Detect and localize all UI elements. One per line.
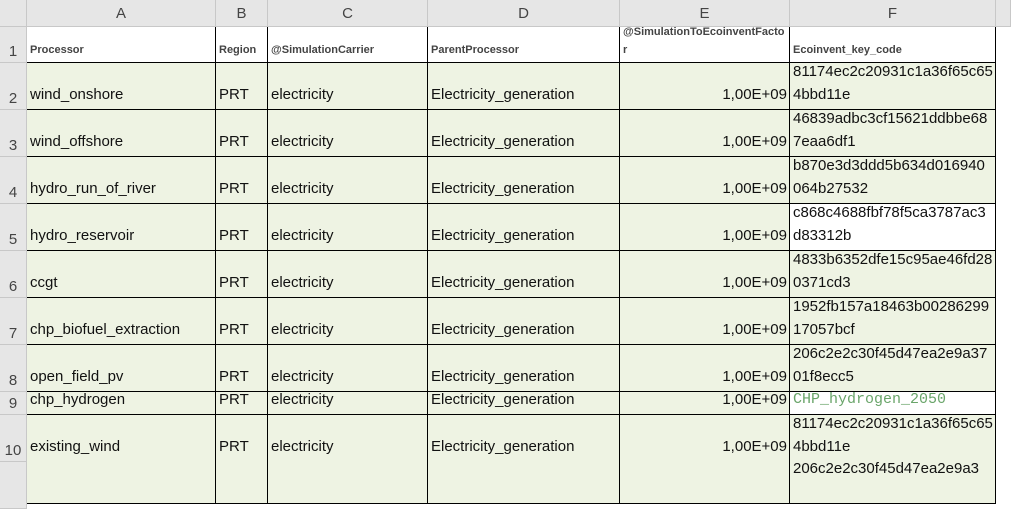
header-cell[interactable]: Processor bbox=[27, 27, 216, 63]
cell[interactable]: Electricity_generation bbox=[428, 392, 620, 415]
cell[interactable]: 46839adbc3cf15621ddbbe687eaa6df1 bbox=[790, 110, 996, 157]
cell[interactable]: hydro_reservoir bbox=[27, 204, 216, 251]
cell[interactable]: 81174ec2c20931c1a36f65c654bbd11e bbox=[790, 415, 996, 462]
row-number[interactable]: 6 bbox=[0, 251, 27, 298]
cell[interactable]: PRT bbox=[216, 157, 268, 204]
row-number[interactable]: 3 bbox=[0, 110, 27, 157]
cell[interactable]: hydro_run_of_river bbox=[27, 157, 216, 204]
row-number bbox=[0, 462, 27, 509]
cell[interactable]: electricity bbox=[268, 157, 428, 204]
cell[interactable] bbox=[428, 457, 620, 504]
cell[interactable]: 1,00E+09 bbox=[620, 251, 790, 298]
cell[interactable] bbox=[620, 457, 790, 504]
cell[interactable]: PRT bbox=[216, 110, 268, 157]
cell[interactable]: b870e3d3ddd5b634d016940064b27532 bbox=[790, 157, 996, 204]
cell[interactable]: Electricity_generation bbox=[428, 415, 620, 462]
cell[interactable]: electricity bbox=[268, 298, 428, 345]
cell[interactable]: Electricity_generation bbox=[428, 251, 620, 298]
cell[interactable]: 1,00E+09 bbox=[620, 415, 790, 462]
cell[interactable]: c868c4688fbf78f5ca3787ac3d83312b bbox=[790, 204, 996, 251]
cell[interactable]: electricity bbox=[268, 204, 428, 251]
header-cell[interactable]: @SimulationCarrier bbox=[268, 27, 428, 63]
cell[interactable]: 4833b6352dfe15c95ae46fd280371cd3 bbox=[790, 251, 996, 298]
cell[interactable]: Electricity_generation bbox=[428, 110, 620, 157]
cell[interactable]: electricity bbox=[268, 415, 428, 462]
cell[interactable]: chp_hydrogen bbox=[27, 392, 216, 415]
corner bbox=[0, 0, 27, 27]
row-number[interactable]: 7 bbox=[0, 298, 27, 345]
cell[interactable]: 1952fb157a18463b0028629917057bcf bbox=[790, 298, 996, 345]
cell[interactable] bbox=[216, 457, 268, 504]
cell[interactable]: open_field_pv bbox=[27, 345, 216, 392]
cell[interactable]: CHP_hydrogen_2050 bbox=[790, 392, 996, 415]
cell[interactable] bbox=[27, 457, 216, 504]
cell[interactable]: PRT bbox=[216, 298, 268, 345]
row-number[interactable]: 1 bbox=[0, 27, 27, 63]
cell[interactable]: 206c2e2c30f45d47ea2e9a3701f8ecc5 bbox=[790, 345, 996, 392]
cell[interactable]: PRT bbox=[216, 392, 268, 415]
cell[interactable]: electricity bbox=[268, 110, 428, 157]
column-header[interactable]: A bbox=[27, 0, 216, 27]
cell[interactable]: electricity bbox=[268, 345, 428, 392]
row-number[interactable]: 2 bbox=[0, 63, 27, 110]
cell[interactable]: PRT bbox=[216, 63, 268, 110]
row-number[interactable]: 5 bbox=[0, 204, 27, 251]
cell[interactable]: 206c2e2c30f45d47ea2e9a3 bbox=[790, 457, 996, 504]
cell[interactable]: 1,00E+09 bbox=[620, 298, 790, 345]
cell[interactable]: wind_onshore bbox=[27, 63, 216, 110]
cell[interactable]: 1,00E+09 bbox=[620, 345, 790, 392]
header-cell[interactable]: Region bbox=[216, 27, 268, 63]
cell[interactable]: PRT bbox=[216, 345, 268, 392]
cell[interactable]: PRT bbox=[216, 251, 268, 298]
cell[interactable]: 1,00E+09 bbox=[620, 204, 790, 251]
cell[interactable]: Electricity_generation bbox=[428, 298, 620, 345]
header-cell[interactable]: ParentProcessor bbox=[428, 27, 620, 63]
cell[interactable]: 1,00E+09 bbox=[620, 110, 790, 157]
cell[interactable]: PRT bbox=[216, 204, 268, 251]
cell[interactable]: 1,00E+09 bbox=[620, 392, 790, 415]
cell[interactable]: Electricity_generation bbox=[428, 63, 620, 110]
cell[interactable]: wind_offshore bbox=[27, 110, 216, 157]
column-header[interactable]: D bbox=[428, 0, 620, 27]
cell[interactable]: existing_wind bbox=[27, 415, 216, 462]
cell[interactable]: electricity bbox=[268, 392, 428, 415]
cell[interactable]: PRT bbox=[216, 415, 268, 462]
column-header-empty bbox=[996, 0, 1011, 27]
header-cell[interactable]: @SimulationToEcoinventFactor bbox=[620, 27, 790, 63]
column-header[interactable]: F bbox=[790, 0, 996, 27]
cell[interactable]: chp_biofuel_extraction bbox=[27, 298, 216, 345]
row-number[interactable]: 8 bbox=[0, 345, 27, 392]
row-number[interactable]: 9 bbox=[0, 392, 27, 415]
row-number[interactable]: 4 bbox=[0, 157, 27, 204]
cell[interactable]: 1,00E+09 bbox=[620, 157, 790, 204]
column-header[interactable]: B bbox=[216, 0, 268, 27]
row-number[interactable]: 10 bbox=[0, 415, 27, 462]
cell[interactable]: 1,00E+09 bbox=[620, 63, 790, 110]
header-cell[interactable]: Ecoinvent_key_code bbox=[790, 27, 996, 63]
cell[interactable]: ccgt bbox=[27, 251, 216, 298]
cell[interactable]: Electricity_generation bbox=[428, 204, 620, 251]
cell[interactable]: electricity bbox=[268, 63, 428, 110]
cell[interactable] bbox=[268, 457, 428, 504]
cell[interactable]: Electricity_generation bbox=[428, 345, 620, 392]
cell[interactable]: 81174ec2c20931c1a36f65c654bbd11e bbox=[790, 63, 996, 110]
column-header[interactable]: E bbox=[620, 0, 790, 27]
cell[interactable]: Electricity_generation bbox=[428, 157, 620, 204]
cell[interactable]: electricity bbox=[268, 251, 428, 298]
column-header[interactable]: C bbox=[268, 0, 428, 27]
